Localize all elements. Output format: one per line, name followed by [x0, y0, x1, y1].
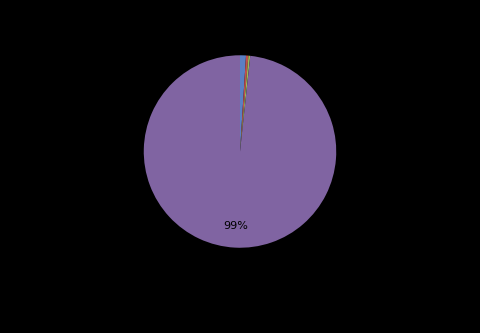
Wedge shape [240, 56, 249, 152]
Wedge shape [144, 55, 336, 248]
Wedge shape [240, 55, 246, 152]
Text: 99%: 99% [224, 221, 249, 231]
Wedge shape [240, 56, 250, 152]
